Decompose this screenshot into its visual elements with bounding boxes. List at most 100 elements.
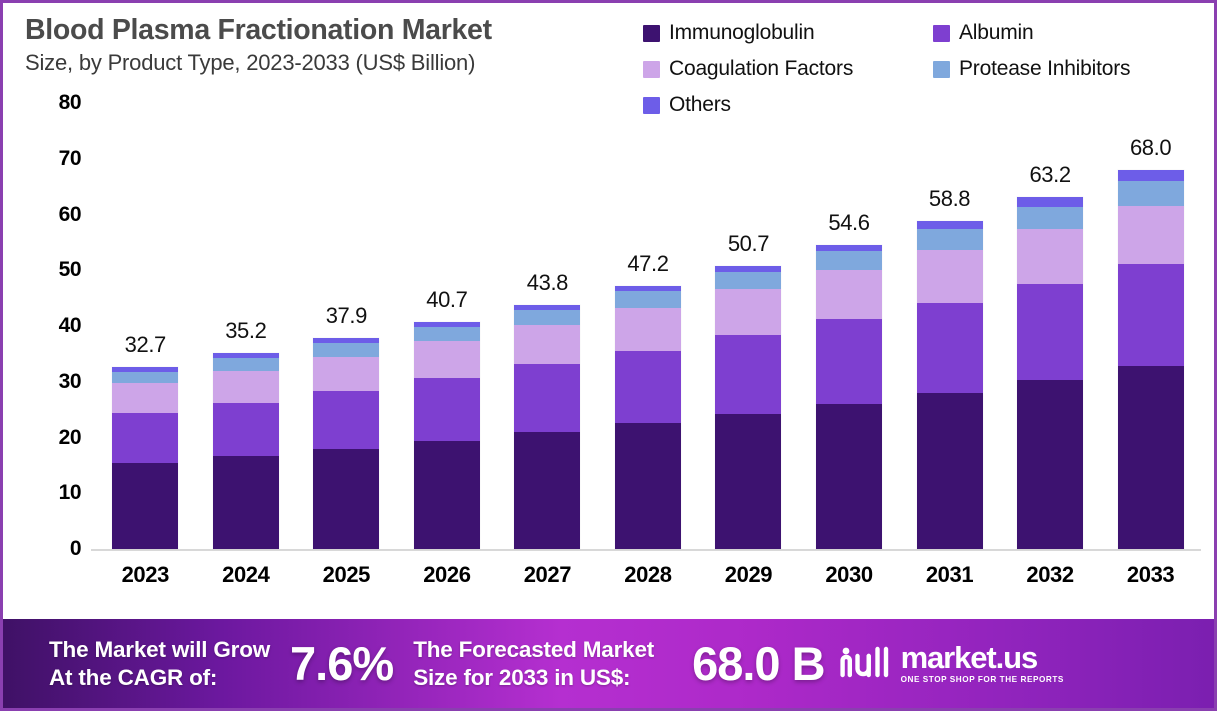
bar-stack[interactable] bbox=[916, 221, 983, 549]
bar-segment-coagulation-factors[interactable] bbox=[916, 249, 983, 303]
bar-stack[interactable] bbox=[112, 366, 179, 549]
bar-segment-albumin[interactable] bbox=[514, 364, 581, 432]
bar-segment-albumin[interactable] bbox=[1017, 284, 1084, 380]
bar-group[interactable]: 47.2 bbox=[602, 103, 694, 549]
bar-segment-immunoglobulin[interactable] bbox=[212, 455, 279, 549]
x-axis-tick: 2028 bbox=[624, 562, 672, 587]
bar-segment-others[interactable] bbox=[815, 244, 882, 251]
bar-segment-immunoglobulin[interactable] bbox=[1117, 366, 1184, 549]
bar-segment-others[interactable] bbox=[514, 304, 581, 310]
x-axis-tick: 2026 bbox=[423, 562, 471, 587]
bar-stack[interactable] bbox=[514, 304, 581, 549]
bar-segment-albumin[interactable] bbox=[313, 391, 380, 449]
bar-segment-albumin[interactable] bbox=[413, 377, 480, 441]
bar-group[interactable]: 54.6 bbox=[803, 103, 895, 549]
bar-segment-coagulation-factors[interactable] bbox=[715, 289, 782, 336]
bar-group[interactable]: 37.9 bbox=[300, 103, 392, 549]
bar-total-label: 58.8 bbox=[928, 186, 971, 212]
bar-segment-protease-inhibitors[interactable] bbox=[614, 291, 681, 308]
bar-group[interactable]: 35.2 bbox=[200, 103, 292, 549]
bar-segment-albumin[interactable] bbox=[815, 319, 882, 404]
bar-segment-others[interactable] bbox=[212, 352, 279, 359]
bar-segment-coagulation-factors[interactable] bbox=[1117, 205, 1184, 265]
bar-total-label: 68.0 bbox=[1129, 134, 1172, 160]
bar-segment-coagulation-factors[interactable] bbox=[112, 383, 179, 413]
bar-stack[interactable] bbox=[212, 352, 279, 549]
bar-segment-protease-inhibitors[interactable] bbox=[212, 358, 279, 371]
bar-segment-immunoglobulin[interactable] bbox=[112, 462, 179, 549]
x-axis-tick: 2031 bbox=[925, 562, 974, 587]
legend-label: Protease Inhibitors bbox=[959, 57, 1131, 80]
bar-segment-protease-inhibitors[interactable] bbox=[715, 271, 782, 290]
forecast-caption: The Forecasted Market Size for 2033 in U… bbox=[413, 637, 655, 690]
bar-segment-protease-inhibitors[interactable] bbox=[413, 327, 480, 342]
y-axis: 0 10 20 30 40 50 60 70 80 bbox=[3, 91, 91, 560]
bar-total-label: 35.2 bbox=[225, 317, 267, 343]
bar-group[interactable]: 40.7 bbox=[401, 103, 493, 549]
bar-group[interactable]: 43.8 bbox=[501, 103, 593, 549]
bar-stack[interactable] bbox=[715, 266, 782, 549]
bar-segment-immunoglobulin[interactable] bbox=[514, 431, 581, 549]
bar-segment-protease-inhibitors[interactable] bbox=[313, 343, 380, 357]
bar-group[interactable]: 50.7 bbox=[702, 103, 794, 549]
bar-group[interactable]: 63.2 bbox=[1004, 103, 1096, 549]
legend-swatch-protease-inhibitors bbox=[933, 60, 950, 78]
bar-segment-others[interactable] bbox=[916, 221, 983, 230]
bar-stack[interactable] bbox=[313, 337, 380, 549]
legend-item-albumin[interactable]: Albumin bbox=[933, 17, 1198, 49]
bar-segment-protease-inhibitors[interactable] bbox=[514, 309, 581, 325]
bar-stack[interactable] bbox=[1117, 169, 1184, 549]
bar-segment-immunoglobulin[interactable] bbox=[413, 440, 480, 549]
bar-segment-protease-inhibitors[interactable] bbox=[1117, 181, 1184, 206]
bar-segment-immunoglobulin[interactable] bbox=[1017, 379, 1084, 549]
bar-group[interactable]: 32.7 bbox=[99, 103, 191, 549]
bar-segment-protease-inhibitors[interactable] bbox=[112, 371, 179, 384]
bar-segment-coagulation-factors[interactable] bbox=[614, 307, 681, 351]
bar-segment-immunoglobulin[interactable] bbox=[715, 413, 782, 549]
bar-total-label: 43.8 bbox=[526, 269, 569, 295]
legend-item-immunoglobulin[interactable]: Immunoglobulin bbox=[643, 17, 933, 49]
bar-stack[interactable] bbox=[614, 285, 681, 549]
bar-stack[interactable] bbox=[815, 244, 882, 549]
bar-segment-albumin[interactable] bbox=[715, 335, 782, 414]
bar-group[interactable]: 68.0 bbox=[1105, 103, 1197, 549]
bar-segment-immunoglobulin[interactable] bbox=[815, 403, 882, 549]
bar-segment-others[interactable] bbox=[715, 266, 782, 272]
bar-segment-immunoglobulin[interactable] bbox=[313, 448, 380, 549]
bar-segment-others[interactable] bbox=[1017, 196, 1084, 207]
y-axis-tick: 70 bbox=[58, 146, 82, 170]
bar-series-container: 32.7 35.2 37.9 40.7 43.8 47.2 50.7 54.6 58.8 63.2… bbox=[95, 103, 1201, 549]
legend-item-coagulation-factors[interactable]: Coagulation Factors bbox=[643, 53, 933, 85]
bar-segment-coagulation-factors[interactable] bbox=[514, 324, 581, 365]
y-axis-tick: 10 bbox=[58, 481, 82, 505]
bar-segment-albumin[interactable] bbox=[614, 350, 681, 424]
x-axis: 2023 2024 2025 2026 2027 2028 2029 2030 2031 2032… bbox=[95, 555, 1201, 595]
bar-group[interactable]: 58.8 bbox=[904, 103, 996, 549]
cagr-value: 7.6% bbox=[290, 637, 394, 690]
bar-segment-coagulation-factors[interactable] bbox=[1017, 229, 1084, 285]
legend-item-protease-inhibitors[interactable]: Protease Inhibitors bbox=[933, 53, 1198, 85]
bar-segment-coagulation-factors[interactable] bbox=[815, 269, 882, 320]
bar-segment-others[interactable] bbox=[1117, 169, 1184, 182]
summary-banner: The Market will Grow At the CAGR of: 7.6… bbox=[3, 619, 1214, 708]
bar-stack[interactable] bbox=[413, 322, 480, 549]
bar-segment-others[interactable] bbox=[614, 285, 681, 292]
bar-segment-coagulation-factors[interactable] bbox=[313, 356, 380, 392]
bar-stack[interactable] bbox=[1017, 196, 1084, 549]
bar-segment-albumin[interactable] bbox=[112, 412, 179, 463]
bar-segment-others[interactable] bbox=[413, 322, 480, 328]
bar-segment-immunoglobulin[interactable] bbox=[614, 423, 681, 549]
bar-segment-others[interactable] bbox=[112, 366, 179, 372]
bar-segment-coagulation-factors[interactable] bbox=[413, 341, 480, 378]
bar-segment-albumin[interactable] bbox=[212, 402, 279, 456]
bar-segment-coagulation-factors[interactable] bbox=[212, 370, 279, 403]
bar-segment-others[interactable] bbox=[313, 337, 380, 344]
bar-segment-protease-inhibitors[interactable] bbox=[815, 250, 882, 270]
legend-item-others[interactable]: Others bbox=[643, 89, 933, 121]
bar-segment-immunoglobulin[interactable] bbox=[916, 392, 983, 549]
bar-segment-albumin[interactable] bbox=[916, 302, 983, 393]
bar-segment-protease-inhibitors[interactable] bbox=[916, 229, 983, 250]
bar-segment-albumin[interactable] bbox=[1117, 264, 1184, 367]
bar-segment-protease-inhibitors[interactable] bbox=[1017, 206, 1084, 230]
market-us-mark-icon bbox=[839, 644, 893, 683]
